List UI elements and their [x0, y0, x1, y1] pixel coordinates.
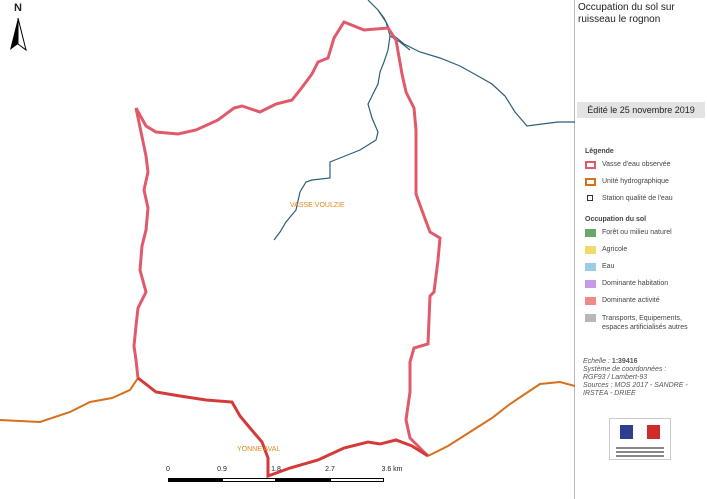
- place-label-vasse-voulzie: VASSE VOULZIE: [290, 202, 345, 209]
- legend-item-station: Station qualité de l'eau: [585, 195, 705, 212]
- legend-swatch-activity: [585, 297, 596, 305]
- edition-date: Édité le 25 novembre 2019: [577, 102, 705, 118]
- scale-segment-3: [276, 478, 330, 482]
- map-title: Occupation du sol sur ruisseau le rognon: [578, 2, 675, 25]
- legend-label: Vasse d'eau observée: [602, 161, 671, 168]
- legend-swatch-agricultural: [585, 246, 596, 254]
- legend-swatch-housing: [585, 280, 596, 288]
- scale-label-0: 0: [166, 466, 170, 473]
- flag-icon: [620, 425, 660, 439]
- scale-ratio-label: Echelle :: [583, 358, 610, 365]
- north-arrow: N: [6, 2, 30, 54]
- legend-label: Dominante activité: [602, 297, 660, 304]
- legend-label: Transports, Equipements, espaces artific…: [602, 315, 688, 331]
- legend-item-agricultural: Agricole: [585, 246, 705, 263]
- legend-label: Dominante habitation: [602, 280, 669, 287]
- watershed-boundary: [134, 20, 442, 458]
- river-main-east: [367, 0, 575, 127]
- scale-label-2: 1.8: [271, 466, 281, 473]
- scale-segment-1: [168, 478, 222, 482]
- legend-item-unit: Unité hydrographique: [585, 178, 705, 195]
- unit-boundary: [0, 377, 575, 457]
- legend-item-transport: Transports, Equipements, espaces artific…: [585, 314, 705, 340]
- prefecture-logo: [609, 418, 671, 460]
- scale-ratio-value: 1:39416: [611, 358, 638, 365]
- legend-swatch-transport: [585, 314, 596, 322]
- legend-panel: Occupation du sol sur ruisseau le rognon…: [575, 0, 707, 499]
- legend-label: Eau: [602, 263, 615, 270]
- logo-text-lines: [616, 447, 664, 457]
- scale-label-4: 3.6 km: [381, 466, 403, 473]
- legend-label: Agricole: [602, 246, 628, 253]
- scale-segment-2: [222, 478, 276, 482]
- scale-label-3: 2.7: [325, 466, 335, 473]
- legend-label: Station qualité de l'eau: [602, 195, 673, 202]
- legend-swatch-unit: [585, 178, 596, 186]
- legend-item-housing: Dominante habitation: [585, 280, 705, 297]
- watershed-boundary-south: [137, 376, 429, 479]
- legend-heading: Légende: [585, 148, 614, 155]
- legend-swatch-water: [585, 263, 596, 271]
- legend: Légende Vasse d'eau observée Unité hydro…: [585, 148, 705, 340]
- legend-item-forest: Forêt ou milieu naturel: [585, 229, 705, 246]
- crs-value: RGF93 / Lambert-93: [583, 374, 648, 381]
- sources: Sources : MOS 2017 - SANDRE - IRSTEA - D…: [583, 382, 688, 397]
- legend-label: Unité hydrographique: [602, 178, 669, 185]
- legend-item-water: Eau: [585, 263, 705, 280]
- legend-item-activity: Dominante activité: [585, 297, 705, 314]
- legend-item-watershed: Vasse d'eau observée: [585, 161, 705, 178]
- scale-segment-4: [330, 478, 384, 482]
- river-upper: [273, 9, 391, 241]
- legend-swatch-watershed: [585, 161, 596, 169]
- crs-label: Système de coordonnées :: [583, 366, 667, 373]
- land-use-heading: Occupation du sol: [585, 216, 647, 223]
- map-metadata: Echelle : 1:39416 Système de coordonnées…: [583, 358, 705, 398]
- scale-label-1: 0.9: [217, 466, 227, 473]
- station-square-icon: [587, 195, 593, 201]
- watershed-boundary-west: [132, 107, 150, 379]
- map-canvas: [0, 0, 575, 479]
- legend-swatch-forest: [585, 229, 596, 237]
- scale-bar: 0 0.9 1.8 2.7 3.6 km: [162, 466, 403, 486]
- map-frame[interactable]: N VASSE VOULZIE YONNE AVAL 0 0.9 1.8 2.7…: [0, 0, 575, 499]
- legend-label: Forêt ou milieu naturel: [602, 229, 672, 236]
- place-label-yonne-aval: YONNE AVAL: [237, 446, 281, 453]
- north-arrow-icon: [10, 17, 27, 52]
- north-label: N: [14, 2, 22, 14]
